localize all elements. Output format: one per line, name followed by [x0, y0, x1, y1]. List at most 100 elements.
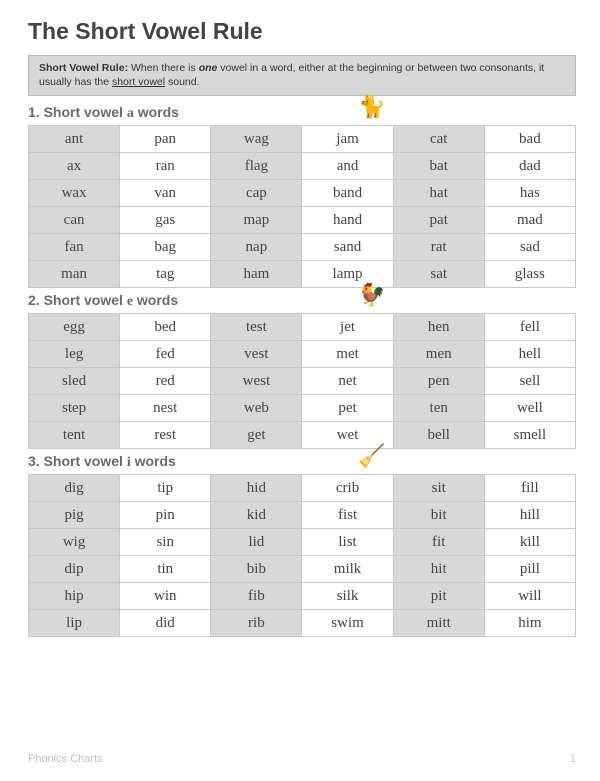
rule-lead: Short Vowel Rule: — [39, 62, 128, 74]
word-cell: dip — [29, 556, 120, 583]
word-cell: hit — [393, 556, 484, 583]
table-row: waxvancapbandhathas — [29, 180, 576, 207]
word-cell: mad — [484, 207, 575, 234]
word-table: eggbedtestjethenfelllegfedvestmetmenhell… — [28, 313, 576, 449]
sections-container: 1. Short vowel a words🐈 antpanwagjamcatba… — [28, 104, 576, 637]
table-row: diptinbibmilkhitpill — [29, 556, 576, 583]
word-cell: jam — [302, 126, 393, 153]
word-cell: fit — [393, 529, 484, 556]
word-cell: wag — [211, 126, 302, 153]
word-cell: fed — [120, 341, 211, 368]
word-table: antpanwagjamcatbadaxranflagandbatdadwaxv… — [28, 125, 576, 288]
word-cell: west — [211, 368, 302, 395]
section-heading-pre: 3. Short vowel — [28, 453, 127, 469]
word-cell: glass — [484, 261, 575, 288]
word-cell: wax — [29, 180, 120, 207]
word-cell: tip — [120, 475, 211, 502]
word-cell: bib — [211, 556, 302, 583]
table-row: digtiphidcribsitfill — [29, 475, 576, 502]
word-cell: fist — [302, 502, 393, 529]
word-cell: men — [393, 341, 484, 368]
rule-emph: one — [199, 62, 218, 74]
section-heading-pre: 2. Short vowel — [28, 292, 127, 308]
section-heading: 2. Short vowel e words🐓 — [28, 292, 576, 310]
table-row: antpanwagjamcatbad — [29, 126, 576, 153]
word-cell: ax — [29, 153, 120, 180]
word-cell: sin — [120, 529, 211, 556]
word-cell: van — [120, 180, 211, 207]
table-row: eggbedtestjethenfell — [29, 314, 576, 341]
word-cell: kid — [211, 502, 302, 529]
word-cell: band — [302, 180, 393, 207]
word-cell: dig — [29, 475, 120, 502]
table-row: pigpinkidfistbithill — [29, 502, 576, 529]
word-cell: pig — [29, 502, 120, 529]
word-cell: can — [29, 207, 120, 234]
word-cell: hip — [29, 583, 120, 610]
section-heading-vowel: a — [127, 106, 134, 121]
footer-left: Phonics Charts — [28, 753, 103, 765]
table-row: axranflagandbatdad — [29, 153, 576, 180]
word-cell: bell — [393, 422, 484, 449]
word-cell: bad — [484, 126, 575, 153]
word-cell: sad — [484, 234, 575, 261]
word-cell: pin — [120, 502, 211, 529]
word-cell: rest — [120, 422, 211, 449]
section-heading: 1. Short vowel a words🐈 — [28, 104, 576, 122]
page-footer: Phonics Charts 1 — [28, 753, 576, 765]
table-row: legfedvestmetmenhell — [29, 341, 576, 368]
word-cell: swim — [302, 610, 393, 637]
word-cell: bag — [120, 234, 211, 261]
word-cell: leg — [29, 341, 120, 368]
word-cell: crib — [302, 475, 393, 502]
word-cell: bit — [393, 502, 484, 529]
word-cell: pan — [120, 126, 211, 153]
word-cell: dad — [484, 153, 575, 180]
word-cell: web — [211, 395, 302, 422]
rule-text-a: When there is — [128, 62, 199, 74]
word-cell: pen — [393, 368, 484, 395]
section-heading-post: words — [133, 292, 178, 308]
word-cell: list — [302, 529, 393, 556]
word-cell: egg — [29, 314, 120, 341]
word-cell: hill — [484, 502, 575, 529]
footer-right: 1 — [570, 753, 576, 765]
word-cell: nap — [211, 234, 302, 261]
word-cell: and — [302, 153, 393, 180]
table-row: tentrestgetwetbellsmell — [29, 422, 576, 449]
word-cell: hat — [393, 180, 484, 207]
table-row: stepnestwebpettenwell — [29, 395, 576, 422]
section-heading: 3. Short vowel i words🧹 — [28, 453, 576, 471]
word-cell: fell — [484, 314, 575, 341]
word-cell: silk — [302, 583, 393, 610]
word-cell: tent — [29, 422, 120, 449]
word-cell: sit — [393, 475, 484, 502]
word-cell: will — [484, 583, 575, 610]
page-title: The Short Vowel Rule — [28, 18, 576, 45]
table-row: hipwinfibsilkpitwill — [29, 583, 576, 610]
rule-text-c: sound. — [165, 76, 199, 88]
word-cell: bed — [120, 314, 211, 341]
word-cell: pet — [302, 395, 393, 422]
word-cell: red — [120, 368, 211, 395]
word-cell: well — [484, 395, 575, 422]
word-cell: fib — [211, 583, 302, 610]
section-icon: 🐓 — [358, 282, 385, 308]
word-cell: hand — [302, 207, 393, 234]
word-cell: milk — [302, 556, 393, 583]
word-cell: kill — [484, 529, 575, 556]
word-cell: cap — [211, 180, 302, 207]
word-cell: mitt — [393, 610, 484, 637]
word-cell: ant — [29, 126, 120, 153]
word-cell: get — [211, 422, 302, 449]
word-cell: gas — [120, 207, 211, 234]
word-cell: tin — [120, 556, 211, 583]
word-cell: bat — [393, 153, 484, 180]
word-cell: map — [211, 207, 302, 234]
rule-underlined: short vowel — [112, 76, 165, 88]
word-cell: nest — [120, 395, 211, 422]
word-cell: ten — [393, 395, 484, 422]
word-cell: sand — [302, 234, 393, 261]
word-cell: sled — [29, 368, 120, 395]
word-cell: step — [29, 395, 120, 422]
